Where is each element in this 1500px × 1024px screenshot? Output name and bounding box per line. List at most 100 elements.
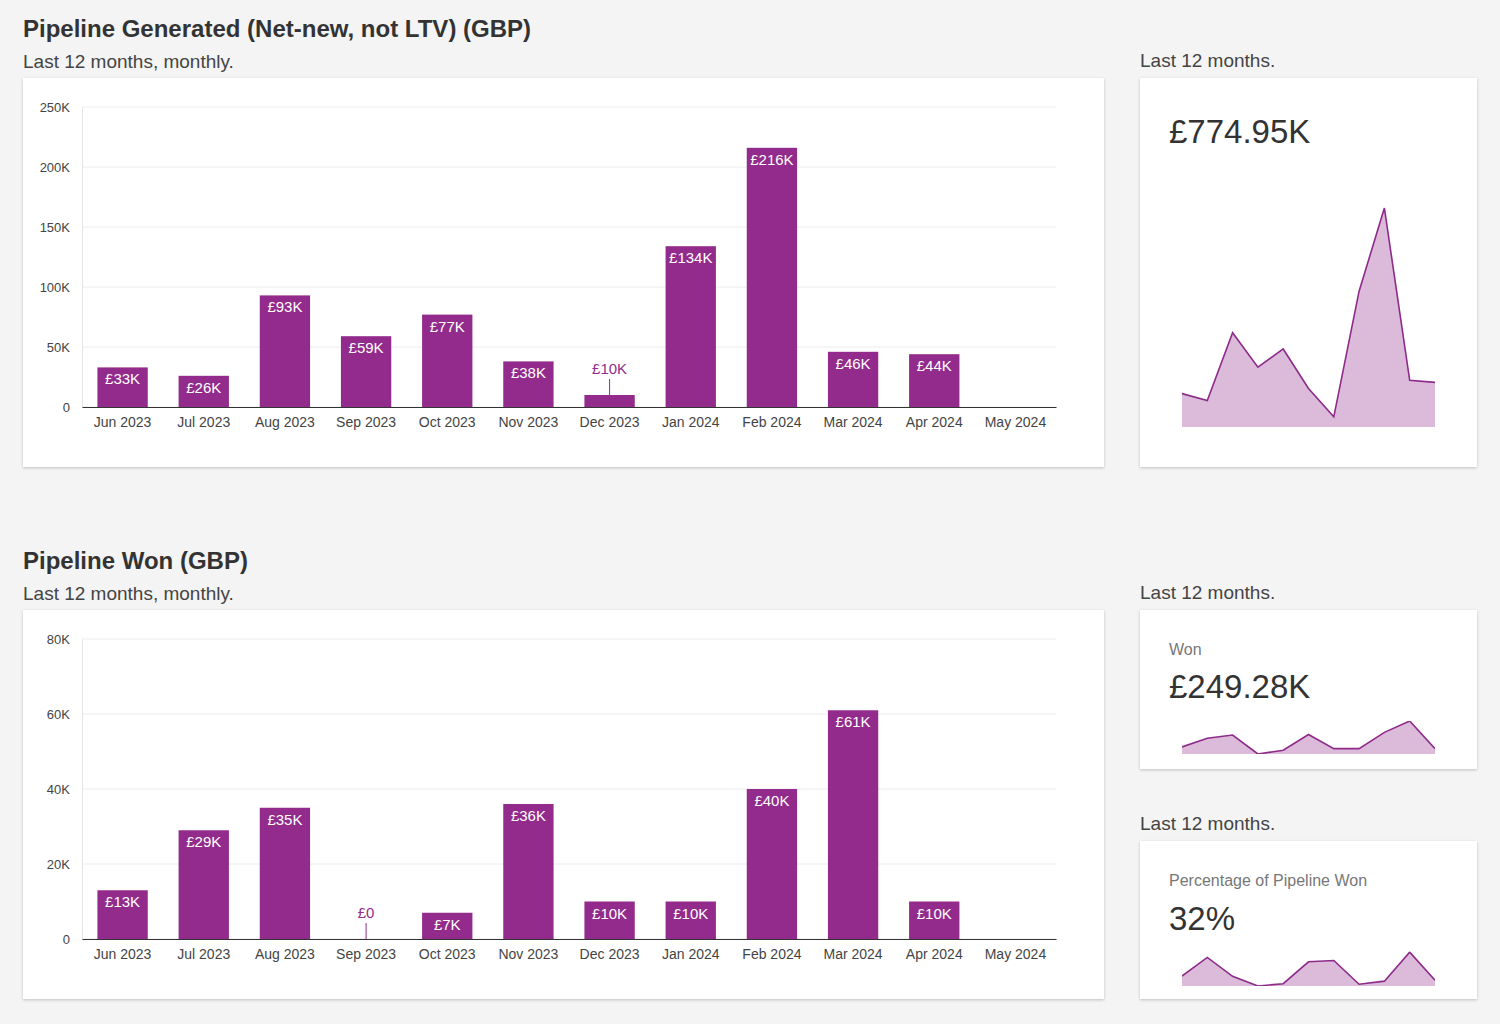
y-tick: 150K — [40, 220, 71, 235]
sparkline-area — [1182, 721, 1435, 754]
x-tick: Oct 2023 — [419, 946, 476, 962]
x-tick: Jan 2024 — [662, 414, 720, 430]
bar — [584, 902, 634, 940]
sparkline-line — [1182, 721, 1435, 754]
x-axis: Jun 2023 Jul 2023 Aug 2023 Sep 2023 Oct 2023… — [83, 940, 1057, 962]
x-tick: Apr 2024 — [906, 946, 963, 962]
x-tick: Jul 2023 — [177, 946, 230, 962]
y-tick: 100K — [40, 280, 71, 295]
sparkline-area — [1182, 208, 1435, 427]
x-tick: Aug 2023 — [255, 414, 315, 430]
bar — [666, 902, 716, 940]
y-tick: 50K — [47, 340, 70, 355]
data-label: £93K — [267, 298, 302, 315]
x-tick: Jun 2023 — [94, 414, 152, 430]
label-leader — [366, 923, 367, 939]
data-label: £13K — [105, 893, 140, 910]
x-tick: May 2024 — [985, 946, 1047, 962]
y-tick: 80K — [47, 632, 70, 647]
bar — [909, 354, 959, 407]
x-tick-label: Jan 2024 — [662, 946, 720, 962]
x-tick-label: Sep 2023 — [336, 414, 396, 430]
sparkline — [1182, 952, 1435, 986]
data-label: £7K — [434, 916, 461, 933]
y-tick-label: 0 — [63, 400, 70, 415]
x-tick-label: Mar 2024 — [824, 414, 883, 430]
grid-line — [82, 789, 1056, 790]
grid-line — [82, 639, 1056, 640]
x-tick: Feb 2024 — [742, 946, 801, 962]
x-tick: Sep 2023 — [336, 946, 396, 962]
x-tick-label: Sep 2023 — [336, 946, 396, 962]
x-tick-label: Jun 2023 — [94, 946, 152, 962]
y-tick: 20K — [47, 857, 70, 872]
data-label: £44K — [917, 357, 952, 374]
x-tick: Sep 2023 — [336, 414, 396, 430]
y-tick-label: 0 — [63, 932, 70, 947]
x-tick: Jan 2024 — [662, 946, 720, 962]
y-axis-line — [82, 108, 83, 408]
x-tick-label: Feb 2024 — [742, 414, 801, 430]
y-tick-label: 20K — [47, 857, 70, 872]
bar — [260, 295, 310, 407]
bar — [909, 902, 959, 940]
card — [23, 610, 1104, 999]
bar — [503, 804, 553, 939]
bar — [503, 361, 553, 407]
data-label: £33K — [105, 370, 140, 387]
data-label: £36K — [511, 807, 546, 824]
data-label: £10K — [592, 360, 627, 377]
x-axis: Jun 2023Jul 2023Aug 2023Sep 2023Oct 2023… — [83, 408, 1057, 430]
x-tick: Aug 2023 — [255, 946, 315, 962]
bar — [747, 789, 797, 939]
x-tick-label: Jun 2023 — [94, 414, 152, 430]
x-axis-line — [83, 407, 1057, 408]
y-axis: 0 20K 40K 60K 80K — [47, 632, 83, 947]
x-tick-label: Jul 2023 — [177, 414, 230, 430]
data-label: £40K — [754, 792, 789, 809]
x-tick-label: Oct 2023 — [419, 946, 476, 962]
data-label: £26K — [186, 379, 221, 396]
x-tick-label: Nov 2023 — [498, 946, 558, 962]
chart-subtitle: Last 12 months, monthly. — [23, 51, 234, 72]
x-tick-label: Aug 2023 — [255, 414, 315, 430]
x-tick-label: Nov 2023 — [498, 414, 558, 430]
x-tick-label: Jul 2023 — [177, 946, 230, 962]
card — [1140, 841, 1477, 999]
bar — [747, 148, 797, 407]
x-tick-label: May 2024 — [985, 414, 1047, 430]
x-tick: Nov 2023 — [498, 946, 558, 962]
card-subtitle: Last 12 months. — [1140, 813, 1275, 834]
x-tick: Dec 2023 — [580, 414, 640, 430]
data-label: £59K — [349, 339, 384, 356]
bar — [97, 890, 147, 939]
y-tick: 60K — [47, 707, 70, 722]
x-tick: Dec 2023 — [580, 946, 640, 962]
x-tick: Apr 2024 — [906, 414, 963, 430]
data-label: £134K — [669, 249, 712, 266]
x-tick: Feb 2024 — [742, 414, 801, 430]
y-tick-label: 40K — [47, 782, 70, 797]
grid-line — [82, 347, 1056, 348]
x-tick-label: Dec 2023 — [580, 414, 640, 430]
data-label: £46K — [836, 355, 871, 372]
data-label: £10K — [917, 905, 952, 922]
y-tick: 250K — [40, 100, 71, 115]
bar — [260, 808, 310, 939]
x-tick-label: Dec 2023 — [580, 946, 640, 962]
x-tick-label: Feb 2024 — [742, 946, 801, 962]
y-tick: 200K — [40, 160, 71, 175]
data-label: £38K — [511, 364, 546, 381]
chart-subtitle: Last 12 months, monthly. — [23, 583, 234, 604]
data-label: £216K — [750, 151, 793, 168]
bars — [97, 710, 959, 939]
kpi-value: £249.28K — [1169, 668, 1310, 705]
y-axis: 0 50K 100K 150K 200K 250K — [40, 100, 83, 415]
x-axis-line — [83, 939, 1057, 940]
dashboard: Pipeline Generated (Net-new, not LTV) (G… — [0, 0, 1500, 1024]
kpi-value: £774.95K — [1169, 113, 1310, 150]
data-label: £29K — [186, 833, 221, 850]
x-tick-label: Jan 2024 — [662, 414, 720, 430]
sparkline-area — [1182, 952, 1435, 986]
x-tick-label: Aug 2023 — [255, 946, 315, 962]
